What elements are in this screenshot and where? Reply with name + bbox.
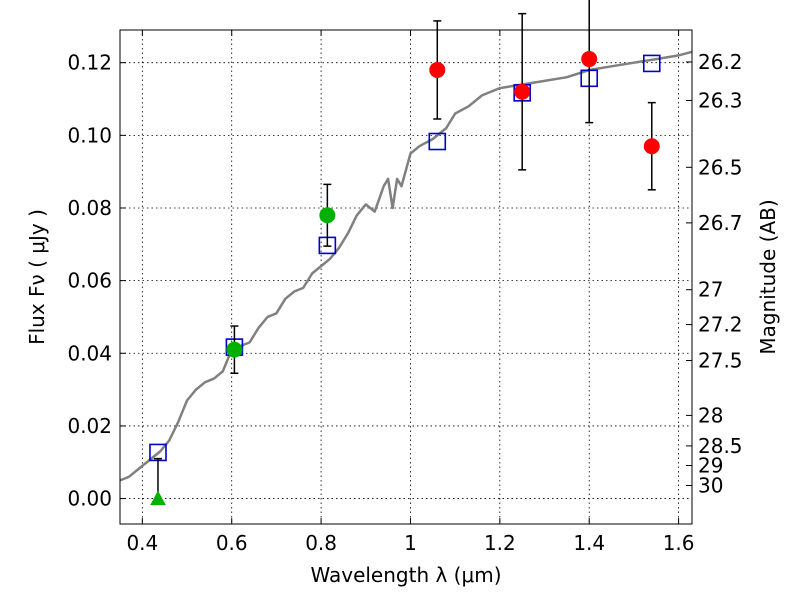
upper-limit-triangle xyxy=(150,490,166,506)
y-tick-label: 0.10 xyxy=(67,123,112,147)
ticks: 0.4 0.6 0.8 1 1.2 1.4 1.6 0.00 0.02 0.04 0.06 0.08 0… xyxy=(67,30,743,555)
grid xyxy=(120,30,692,524)
y2-tick-label: 26.5 xyxy=(698,155,743,179)
model-sed-line xyxy=(119,50,693,482)
x-axis-label: Wavelength λ (μm) xyxy=(310,563,501,587)
y2-tick-label: 26.7 xyxy=(698,211,743,235)
y-tick-label: 0.00 xyxy=(67,487,112,511)
y2-tick-label: 27 xyxy=(698,278,723,302)
y-tick-label: 0.04 xyxy=(67,341,112,365)
y-tick-label: 0.06 xyxy=(67,269,112,293)
y2-tick-label: 26.2 xyxy=(698,50,743,74)
data-point xyxy=(643,138,660,155)
data-point xyxy=(429,61,446,78)
y2-tick-label: 29 xyxy=(698,454,723,478)
data-point xyxy=(514,83,531,100)
y2-tick-label: 28.5 xyxy=(698,434,743,458)
y-tick-label: 0.08 xyxy=(67,196,112,220)
x-tick-label: 1 xyxy=(404,531,417,555)
x-tick-label: 1.2 xyxy=(484,531,516,555)
model-photometry-square xyxy=(642,54,661,73)
y-tick-label: 0.02 xyxy=(67,414,112,438)
x-tick-label: 1.4 xyxy=(573,531,605,555)
y2-tick-label: 27.5 xyxy=(698,349,743,373)
x-tick-label: 1.6 xyxy=(663,531,695,555)
y-tick-label: 0.12 xyxy=(67,51,112,75)
y2-axis-label: Magnitude (AB) xyxy=(756,199,780,354)
data-point xyxy=(319,207,336,224)
y2-tick-label: 28 xyxy=(698,403,723,427)
data-point xyxy=(226,341,243,358)
y-axis-label: Flux Fν ( μJy ) xyxy=(25,209,49,345)
x-tick-label: 0.8 xyxy=(305,531,337,555)
plot-frame xyxy=(119,29,693,525)
x-tick-label: 0.4 xyxy=(126,531,158,555)
model-photometry-square xyxy=(428,132,447,151)
y2-tick-label: 26.3 xyxy=(698,88,743,112)
plot-area xyxy=(119,0,693,506)
x-tick-label: 0.6 xyxy=(216,531,248,555)
y2-tick-label: 27.2 xyxy=(698,313,743,337)
y2-tick-label: 30 xyxy=(698,473,723,497)
data-point xyxy=(581,51,598,68)
